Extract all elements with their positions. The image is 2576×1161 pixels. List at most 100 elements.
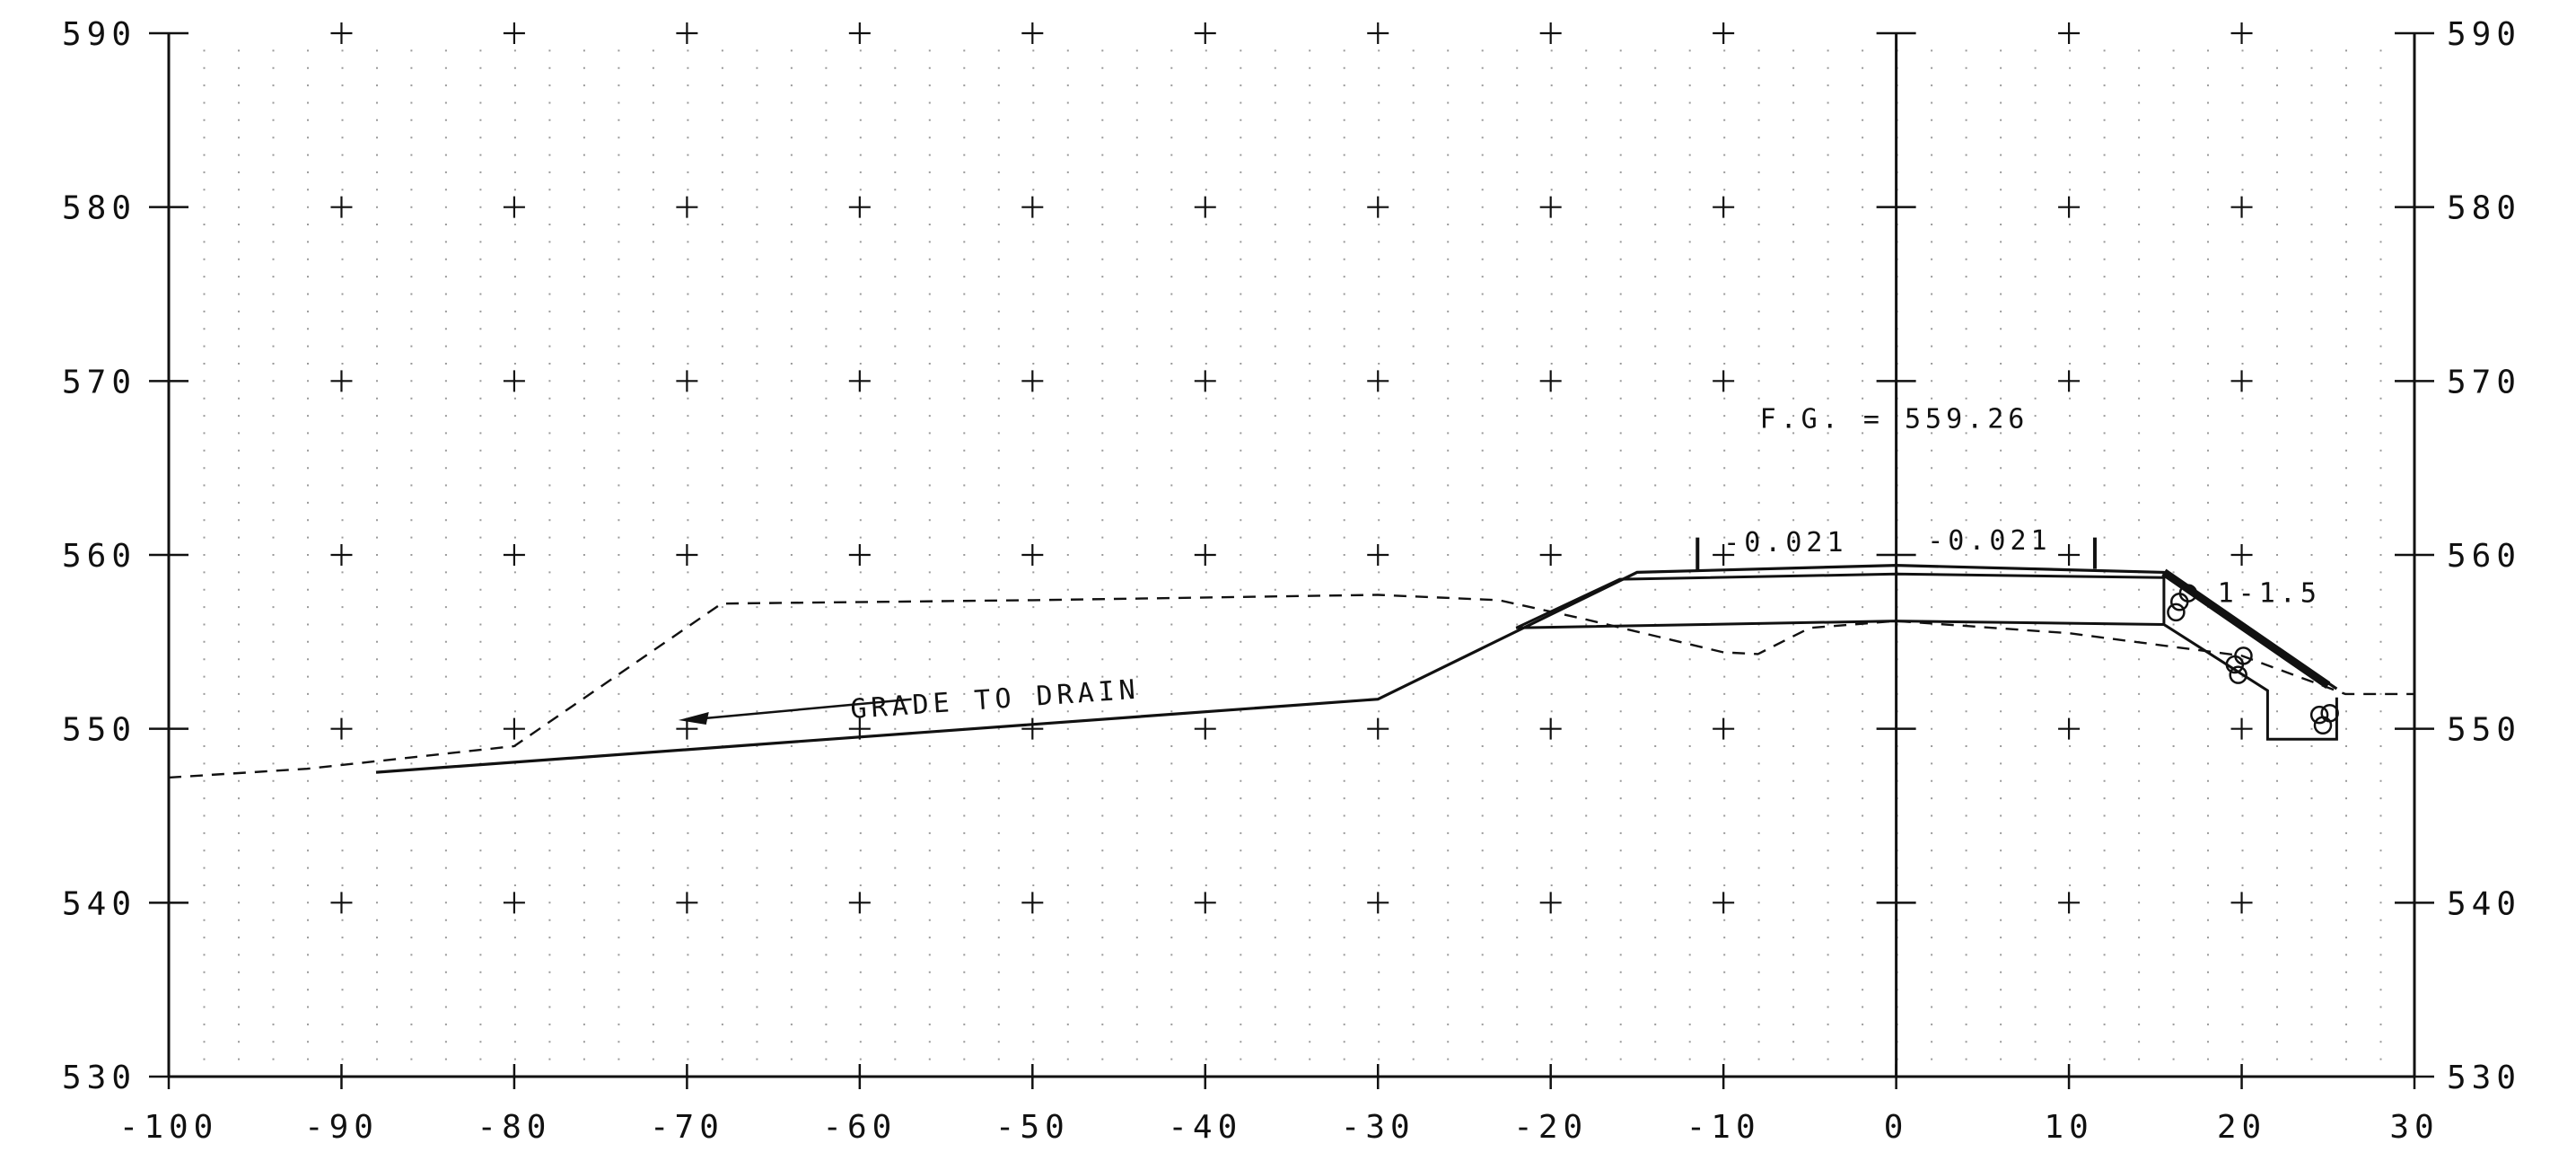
grid-cross [676, 544, 698, 566]
x-tick-label: 20 [2217, 1109, 2266, 1146]
y-tick-label-left: 560 [62, 538, 136, 575]
cross-slope-left-label: -0.021 [1723, 527, 1847, 559]
grid-cross [503, 22, 525, 44]
cross-slope-right-label: -0.021 [1927, 525, 2051, 557]
x-tick-label: -10 [1687, 1109, 1761, 1146]
y-tick-label-left: 580 [62, 190, 136, 227]
grid-cross [1194, 196, 1216, 218]
finished-grade-line [375, 563, 2338, 774]
grid-cross [676, 717, 698, 740]
grid-cross [1713, 196, 1735, 218]
grid-cross [2230, 22, 2253, 44]
grid-cross [330, 196, 353, 218]
grid-cross [1713, 22, 1735, 44]
grid-cross [1713, 717, 1735, 740]
grid-cross [2058, 717, 2081, 740]
riprap-stones [2167, 584, 2339, 735]
grid-cross [503, 544, 525, 566]
riprap-stone [2178, 584, 2198, 602]
x-tick-label: -20 [1513, 1109, 1588, 1146]
grid-cross [1367, 196, 1389, 218]
grid-cross [848, 22, 871, 44]
x-tick-label: -40 [1168, 1109, 1242, 1146]
grid-cross [1539, 892, 1562, 914]
finished-grade-label: F.G. = 559.26 [1760, 404, 2029, 435]
existing-ground-line [168, 594, 2414, 779]
grid-cross [1539, 370, 1562, 392]
x-tick-label: -90 [304, 1109, 379, 1146]
grid-cross [1021, 717, 1044, 740]
y-tick-label-right: 550 [2447, 712, 2521, 749]
grid-cross [1194, 22, 1216, 44]
slope-protection-heavy-line [2161, 568, 2331, 689]
grid-cross [848, 196, 871, 218]
grid-cross [2058, 22, 2081, 44]
pavement-top-line [1515, 572, 2164, 629]
grid-cross [503, 370, 525, 392]
grid-cross [1367, 717, 1389, 740]
side-slope-label: 1-1.5 [2218, 577, 2321, 609]
x-tick-label: 10 [2044, 1109, 2093, 1146]
x-tick-label: -70 [650, 1109, 724, 1146]
grid-cross [2230, 717, 2253, 740]
grade-to-drain-note: GRADE TO DRAIN [849, 674, 1141, 726]
x-tick-label: -80 [477, 1109, 551, 1146]
grid-cross [1021, 196, 1044, 218]
grid-cross [2230, 370, 2253, 392]
subgrade-line [1516, 620, 2164, 629]
grid-cross [1021, 22, 1044, 44]
riprap-stone [2234, 646, 2253, 665]
grid-cross [330, 892, 353, 914]
y-tick-label-right: 540 [2447, 885, 2521, 922]
grid-cross [2058, 196, 2081, 218]
grid-cross [2230, 196, 2253, 218]
grid-cross [676, 196, 698, 218]
grid-cross [2230, 544, 2253, 566]
grid-cross [1021, 370, 1044, 392]
grid-crosses [330, 22, 2253, 914]
riprap-stone [2167, 602, 2186, 622]
x-tick-label: 30 [2389, 1109, 2439, 1146]
grid-cross [1194, 370, 1216, 392]
grid-cross [2230, 892, 2253, 914]
grid-cross [2058, 892, 2081, 914]
x-tick-label: -60 [822, 1109, 897, 1146]
grid-cross [1539, 196, 1562, 218]
y-axis-labels-left: 530 540 550 560 570 580 590 [62, 16, 136, 1096]
y-axis-labels-right: 530 540 550 560 570 580 590 [2447, 16, 2521, 1096]
x-axis-labels: -100 -90 -80 -70 -60 -50 -40 -30 -20 -10 0 10 20 30 [119, 1109, 2439, 1146]
grade-arrow-head [678, 711, 709, 725]
grid-cross [1539, 717, 1562, 740]
riprap-stone [2313, 716, 2333, 735]
grid-cross [330, 717, 353, 740]
grid-cross [676, 370, 698, 392]
y-tick-label-left: 550 [62, 712, 136, 749]
grid-cross [1367, 22, 1389, 44]
grid-cross [1194, 892, 1216, 914]
grid-cross [676, 892, 698, 914]
y-tick-label-left: 570 [62, 364, 136, 400]
grid-cross [1021, 892, 1044, 914]
grid-cross [330, 22, 353, 44]
grid-cross [1194, 544, 1216, 566]
grid-cross [503, 717, 525, 740]
grid-cross [1367, 892, 1389, 914]
axes-frame [149, 31, 2434, 1089]
grid-cross [330, 370, 353, 392]
grid-cross [1713, 370, 1735, 392]
grid-dots [203, 49, 2382, 1060]
grid-cross [1539, 544, 1562, 566]
y-tick-label-left: 530 [62, 1060, 136, 1096]
y-tick-label-right: 580 [2447, 190, 2521, 227]
y-tick-label-right: 560 [2447, 538, 2521, 575]
grid-cross [1713, 892, 1735, 914]
grid-cross [848, 544, 871, 566]
x-tick-label: -30 [1341, 1109, 1415, 1146]
x-tick-label: -100 [119, 1109, 219, 1146]
riprap-stone [2229, 665, 2247, 684]
grid-cross [2058, 544, 2081, 566]
grid-cross [503, 196, 525, 218]
grid-cross [1367, 544, 1389, 566]
y-tick-label-left: 540 [62, 885, 136, 922]
